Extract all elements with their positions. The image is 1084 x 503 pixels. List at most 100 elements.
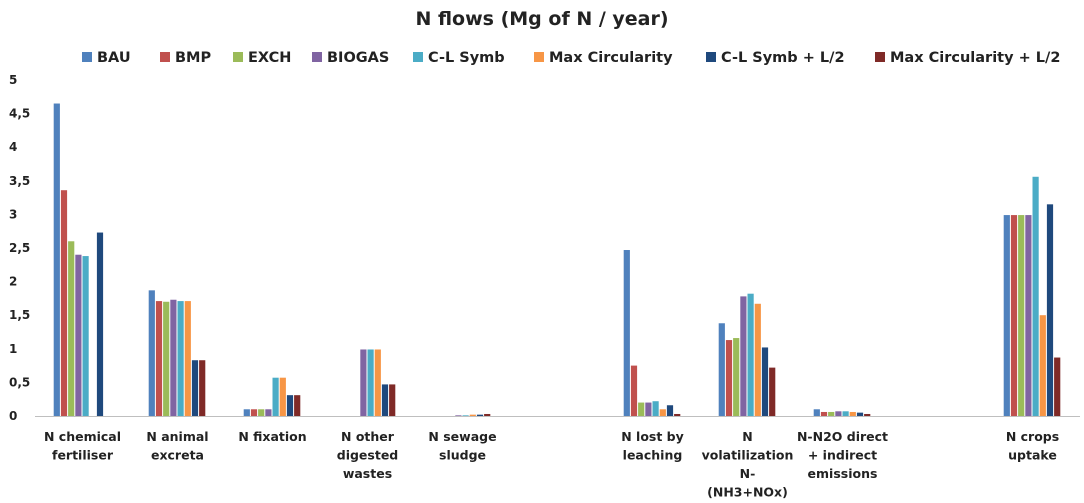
category-label: N-N2O direct (797, 429, 888, 444)
bar-exch (163, 301, 170, 416)
legend-label: BAU (97, 50, 131, 66)
bar-biogas (360, 349, 367, 416)
bar-biogas (170, 299, 177, 416)
category-label: leaching (623, 448, 683, 463)
bar-c-l-symb-l-2 (666, 405, 674, 416)
bar-c-l-symb (367, 349, 374, 416)
bar-c-l-symb-l-2 (856, 412, 864, 416)
legend-item: Max Circularity + L/2 (875, 50, 1060, 66)
legend-swatch (312, 52, 322, 62)
bar-c-l-symb-l-2 (96, 232, 104, 416)
legend-label: Max Circularity (549, 50, 673, 66)
legend-label: BIOGAS (327, 50, 389, 66)
bar-bau (623, 250, 630, 416)
y-tick-label: 2 (9, 275, 17, 289)
category-label: emissions (808, 466, 878, 481)
category-label: wastes (343, 466, 392, 481)
bar-max-circularity-l-2 (484, 413, 491, 416)
bar-c-l-symb (272, 377, 279, 416)
legend-label: Max Circularity + L/2 (890, 50, 1060, 66)
bar-exch (828, 411, 835, 416)
category-label: volatilization (702, 448, 794, 463)
bar-exch (258, 409, 265, 416)
bar-max-circularity (659, 409, 666, 416)
bar-c-l-symb (177, 301, 184, 416)
legend-swatch (413, 52, 423, 62)
legend-label: EXCH (248, 50, 291, 66)
legend-label: C-L Symb + L/2 (721, 50, 845, 66)
category-label: N crops (1006, 429, 1059, 444)
bar-biogas (265, 409, 272, 416)
y-axis: 0 0,5 1 1,5 2 2,5 3 3,5 4 4,5 5 (9, 73, 30, 423)
legend: BAU BMP EXCH BIOGAS C-L Symb Max Circularity C… (82, 50, 1060, 66)
y-tick-label: 3 (9, 207, 17, 221)
category-label: N (742, 429, 752, 444)
bar-c-l-symb (82, 256, 89, 416)
bar-max-circularity-l-2 (1054, 357, 1061, 416)
bar-biogas (455, 415, 462, 416)
legend-item: BMP (160, 50, 211, 66)
bar-max-circularity (374, 349, 381, 416)
bar-bmp (1010, 215, 1018, 416)
category-label: N lost by (621, 429, 684, 444)
category-label: N chemical (44, 429, 121, 444)
bar-max-circularity (279, 377, 286, 416)
bar-biogas (75, 254, 82, 416)
bar-c-l-symb (462, 415, 469, 416)
bar-c-l-symb (747, 293, 754, 416)
category-label: N other (341, 429, 395, 444)
bar-max-circularity (1039, 315, 1046, 416)
bar-bmp (820, 411, 828, 416)
y-tick-label: 5 (9, 73, 17, 87)
bar-bau (1003, 215, 1010, 416)
bars (53, 103, 1061, 417)
bar-biogas (645, 402, 652, 416)
bar-max-circularity-l-2 (389, 384, 396, 416)
bar-biogas (740, 296, 747, 416)
legend-swatch (706, 52, 716, 62)
category-label: (NH3+NOx) (707, 485, 788, 500)
bar-c-l-symb (1032, 176, 1039, 416)
bar-max-circularity (184, 301, 191, 416)
bar-bmp (155, 301, 163, 416)
category-label: sludge (439, 448, 486, 463)
legend-item: BAU (82, 50, 131, 66)
x-axis: N chemical fertiliser N animal excreta N fix… (35, 416, 1080, 500)
legend-item: EXCH (233, 50, 291, 66)
category-label: + indirect (808, 448, 877, 463)
y-tick-label: 1 (9, 342, 17, 356)
bar-exch (733, 338, 740, 416)
bar-c-l-symb (842, 411, 849, 416)
y-tick-label: 3,5 (9, 174, 30, 188)
bar-c-l-symb (652, 401, 659, 416)
legend-swatch (82, 52, 92, 62)
bar-exch (1018, 215, 1025, 416)
legend-swatch (160, 52, 170, 62)
bar-bau (243, 409, 250, 416)
bar-max-circularity (469, 414, 476, 416)
y-tick-label: 4,5 (9, 107, 30, 121)
bar-c-l-symb-l-2 (761, 347, 769, 416)
legend-item: Max Circularity (534, 50, 673, 66)
chart-title: N flows (Mg of N / year) (415, 8, 668, 30)
legend-label: C-L Symb (428, 50, 505, 66)
bar-c-l-symb-l-2 (476, 414, 484, 416)
category-label: digested (337, 448, 399, 463)
bar-max-circularity (849, 411, 856, 416)
y-tick-label: 0,5 (9, 375, 30, 389)
bar-bmp (725, 340, 733, 416)
category-label: N sewage (428, 429, 496, 444)
bar-bmp (60, 190, 68, 416)
category-label: fertiliser (52, 448, 114, 463)
bar-bmp (630, 365, 638, 416)
category-label: N fixation (238, 429, 306, 444)
legend-swatch (534, 52, 544, 62)
legend-item: C-L Symb + L/2 (706, 50, 845, 66)
y-tick-label: 1,5 (9, 308, 30, 322)
bar-c-l-symb-l-2 (191, 360, 199, 416)
bar-biogas (835, 411, 842, 416)
legend-item: C-L Symb (413, 50, 505, 66)
bar-bau (148, 290, 155, 416)
bar-max-circularity-l-2 (199, 360, 206, 416)
